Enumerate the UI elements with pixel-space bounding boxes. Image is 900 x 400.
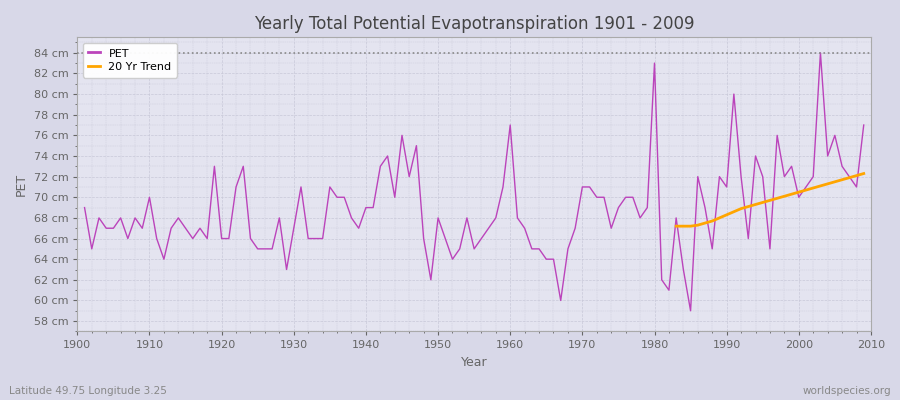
PET	[295, 184, 306, 189]
PET	[498, 184, 508, 189]
20 Yr Trend	[837, 177, 848, 182]
20 Yr Trend	[750, 202, 760, 207]
PET	[137, 226, 148, 231]
20 Yr Trend	[678, 224, 688, 228]
20 Yr Trend	[815, 184, 826, 188]
Line: 20 Yr Trend: 20 Yr Trend	[676, 174, 864, 226]
PET	[339, 195, 350, 200]
20 Yr Trend	[692, 223, 703, 228]
PET	[815, 50, 826, 55]
20 Yr Trend	[844, 175, 855, 180]
20 Yr Trend	[742, 204, 753, 209]
PET	[505, 123, 516, 128]
20 Yr Trend	[851, 173, 862, 178]
Line: PET: PET	[85, 53, 864, 311]
20 Yr Trend	[685, 224, 696, 228]
20 Yr Trend	[823, 182, 833, 186]
20 Yr Trend	[699, 221, 710, 226]
PET	[79, 205, 90, 210]
20 Yr Trend	[794, 190, 805, 194]
20 Yr Trend	[706, 219, 717, 224]
X-axis label: Year: Year	[461, 356, 488, 369]
20 Yr Trend	[714, 216, 724, 220]
PET	[685, 308, 696, 313]
20 Yr Trend	[670, 224, 681, 228]
PET	[859, 123, 869, 128]
20 Yr Trend	[757, 200, 768, 205]
Text: worldspecies.org: worldspecies.org	[803, 386, 891, 396]
20 Yr Trend	[787, 192, 797, 196]
Y-axis label: PET: PET	[15, 173, 28, 196]
20 Yr Trend	[859, 171, 869, 176]
20 Yr Trend	[801, 188, 812, 192]
20 Yr Trend	[764, 198, 775, 203]
20 Yr Trend	[830, 179, 841, 184]
20 Yr Trend	[771, 196, 782, 201]
PET	[591, 195, 602, 200]
20 Yr Trend	[779, 194, 790, 199]
Text: Latitude 49.75 Longitude 3.25: Latitude 49.75 Longitude 3.25	[9, 386, 166, 396]
20 Yr Trend	[808, 186, 819, 190]
20 Yr Trend	[721, 212, 732, 217]
Title: Yearly Total Potential Evapotranspiration 1901 - 2009: Yearly Total Potential Evapotranspiratio…	[254, 15, 695, 33]
Legend: PET, 20 Yr Trend: PET, 20 Yr Trend	[83, 43, 177, 78]
20 Yr Trend	[728, 209, 739, 214]
20 Yr Trend	[735, 206, 746, 211]
